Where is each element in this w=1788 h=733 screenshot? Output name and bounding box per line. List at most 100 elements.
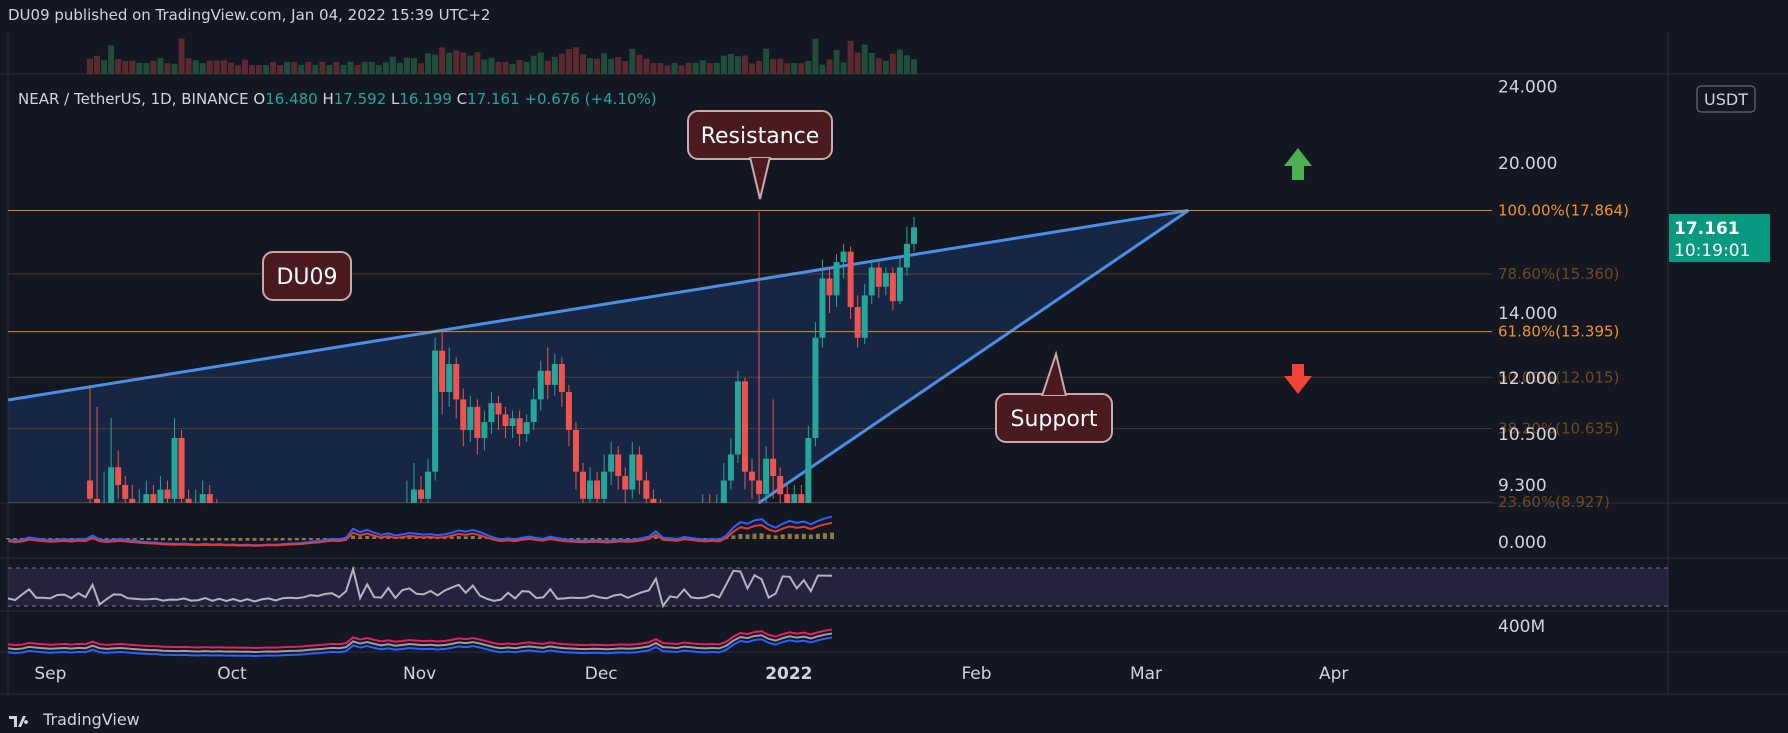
x-tick-label: 2022 bbox=[765, 664, 812, 684]
macd-histogram-bar bbox=[48, 538, 53, 540]
macd-histogram-bar bbox=[301, 538, 306, 541]
candle-body bbox=[763, 458, 770, 495]
volume-bar bbox=[756, 60, 763, 74]
volume-bar bbox=[833, 49, 840, 74]
macd-histogram-bar bbox=[69, 538, 74, 540]
obv-ma-slow-line bbox=[7, 632, 833, 653]
author-callout-box bbox=[262, 251, 352, 301]
tradingview-logo-icon[interactable]: TradingView bbox=[8, 710, 140, 729]
x-tick-label: Nov bbox=[403, 664, 436, 684]
y-tick-label: 24.000 bbox=[1498, 77, 1557, 97]
volume-bar bbox=[136, 62, 143, 74]
macd-histogram-bar bbox=[203, 538, 208, 541]
macd-histogram-bar bbox=[287, 538, 292, 541]
volume-bar bbox=[467, 55, 474, 74]
candle-body bbox=[854, 307, 861, 338]
candle-body bbox=[608, 454, 615, 472]
macd-histogram-bar bbox=[20, 538, 25, 540]
volume-bar bbox=[911, 59, 917, 74]
volume-bar bbox=[587, 58, 594, 74]
candle-body bbox=[911, 227, 917, 244]
arrow-up-icon bbox=[1284, 148, 1312, 180]
macd-histogram-bar bbox=[217, 538, 222, 541]
rsi-line bbox=[7, 565, 833, 609]
support-callout: Support bbox=[995, 350, 1113, 443]
volume-bar bbox=[199, 63, 206, 74]
macd-histogram-bar bbox=[104, 538, 109, 540]
volume-bar bbox=[263, 65, 270, 74]
candle-body bbox=[516, 418, 523, 434]
obv-axis-label: 400M bbox=[1498, 617, 1545, 637]
candle-body bbox=[439, 350, 446, 393]
macd-line bbox=[7, 515, 833, 547]
obv-line bbox=[7, 628, 833, 649]
volume-bars bbox=[87, 38, 917, 74]
candle-body bbox=[446, 364, 453, 393]
candle-body bbox=[418, 489, 425, 499]
volume-bar bbox=[720, 55, 727, 74]
volume-bar bbox=[446, 52, 453, 74]
volume-bar bbox=[312, 64, 319, 74]
volume-bar bbox=[784, 63, 791, 74]
macd-histogram-bar bbox=[308, 538, 313, 540]
volume-bar bbox=[819, 64, 826, 74]
candle-body bbox=[601, 471, 608, 499]
x-tick-label: Dec bbox=[585, 664, 618, 684]
volume-bar bbox=[868, 52, 875, 74]
volume-bar bbox=[608, 58, 615, 74]
volume-bar bbox=[516, 59, 523, 74]
macd-histogram-bar bbox=[125, 538, 130, 540]
candle-body bbox=[756, 480, 763, 495]
candle-body bbox=[594, 480, 601, 499]
candle-body bbox=[108, 467, 115, 503]
volume-bar bbox=[889, 53, 896, 74]
footer-brand: TradingView bbox=[43, 710, 140, 729]
resistance-callout: Resistance bbox=[687, 110, 833, 200]
macd-histogram-bar bbox=[752, 533, 757, 539]
volume-bar bbox=[481, 59, 488, 74]
macd-histogram-bar bbox=[358, 536, 363, 539]
arrow-down-icon bbox=[1284, 364, 1312, 394]
macd-histogram-bar bbox=[731, 535, 736, 539]
volume-bar bbox=[777, 58, 784, 74]
volume-bar bbox=[805, 60, 812, 74]
macd-histogram-bar bbox=[597, 538, 602, 540]
candle-body bbox=[171, 437, 178, 499]
volume-bar bbox=[418, 63, 425, 74]
macd-histogram-bar bbox=[182, 538, 187, 541]
macd-histogram-bar bbox=[231, 538, 236, 541]
macd-histogram-bar bbox=[196, 538, 201, 541]
candle-body bbox=[565, 392, 572, 430]
volume-bar bbox=[108, 45, 115, 74]
wedge-upper-line bbox=[7, 209, 1189, 402]
volume-bar bbox=[432, 54, 439, 74]
volume-bar bbox=[558, 53, 565, 74]
volume-bar bbox=[671, 62, 678, 74]
macd-histogram-bar bbox=[266, 538, 271, 541]
candle-body bbox=[643, 480, 650, 499]
volume-bar bbox=[361, 61, 368, 74]
volume-bar bbox=[657, 63, 664, 74]
volume-bar bbox=[375, 65, 382, 74]
macd-histogram-bar bbox=[745, 534, 750, 539]
candle-body bbox=[122, 485, 129, 499]
candle-body bbox=[622, 476, 629, 490]
candle-body bbox=[502, 414, 509, 427]
fib-label: 100.00%(17.864) bbox=[1498, 201, 1629, 219]
candle-body bbox=[812, 337, 819, 438]
macd-histogram-bar bbox=[773, 535, 778, 539]
candle-body bbox=[94, 498, 101, 503]
candle-body bbox=[551, 364, 558, 385]
volume-bar bbox=[812, 38, 819, 74]
macd-axis-label: 0.000 bbox=[1498, 533, 1547, 553]
macd-histogram-bar bbox=[259, 538, 264, 541]
macd-histogram-bar bbox=[780, 534, 785, 539]
macd-histogram-bar bbox=[611, 538, 616, 540]
y-tick-label: 14.000 bbox=[1498, 304, 1557, 324]
macd-histogram-bar bbox=[815, 533, 820, 539]
volume-bar bbox=[572, 47, 579, 74]
candle-body bbox=[537, 370, 544, 400]
candle-body bbox=[741, 381, 748, 472]
candle-body bbox=[861, 295, 868, 338]
